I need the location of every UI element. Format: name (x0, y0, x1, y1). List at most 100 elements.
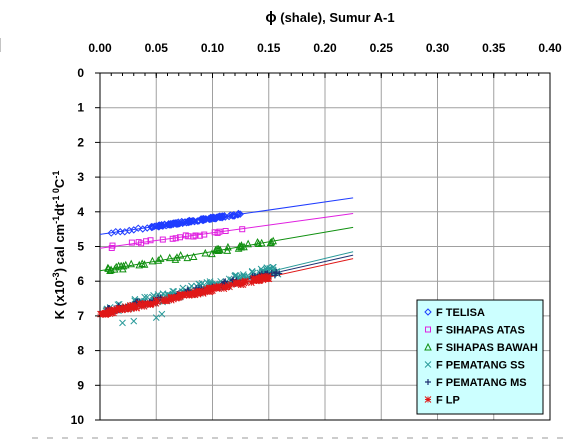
point-plus (425, 379, 431, 385)
ylabel-exp1: -3 (51, 272, 61, 280)
point-plus (273, 268, 280, 275)
point-diamond (215, 212, 224, 221)
point-triangle (148, 256, 157, 265)
point-square (128, 239, 135, 246)
point-plus (271, 272, 278, 279)
point-triangle (173, 253, 181, 261)
point-star (185, 292, 193, 299)
point-diamond (207, 215, 215, 223)
y-tick-label: 0 (77, 66, 84, 80)
point-square (192, 232, 199, 239)
point-triangle (267, 237, 276, 246)
point-star (118, 306, 126, 314)
point-x (119, 319, 126, 327)
x-tick-label: 0.00 (88, 41, 112, 55)
point-x (238, 273, 246, 281)
point-square (176, 234, 183, 241)
point-star (102, 309, 110, 317)
point-diamond (424, 308, 432, 316)
point-diamond (226, 211, 235, 219)
point-diamond (197, 215, 205, 223)
point-diamond (200, 215, 209, 224)
point-star (247, 279, 255, 287)
title-rest: (shale), Sumur A-1 (277, 10, 395, 25)
y-tick-label: 7 (77, 309, 84, 323)
legend-label: F SIHAPAS ATAS (436, 325, 525, 337)
point-star (183, 291, 191, 299)
data-points (97, 209, 283, 327)
point-triangle (240, 242, 248, 251)
x-tick-label: 0.30 (426, 41, 450, 55)
ylabel-mid2: dt (52, 203, 67, 216)
point-square (196, 232, 203, 239)
point-diamond (210, 213, 218, 222)
x-tick-label: 0.20 (313, 41, 337, 55)
ylabel-exp4: -1 (51, 171, 61, 179)
point-x (424, 361, 432, 368)
point-triangle (176, 251, 185, 259)
point-star (424, 396, 432, 403)
legend-items: F TELISA F SIHAPAS ATAS F SIHAPAS BAWAH F P… (424, 307, 538, 407)
legend-label: F PEMATANG MS (436, 377, 527, 389)
point-star (186, 290, 194, 297)
point-triangle (135, 260, 144, 269)
point-star (170, 295, 177, 303)
point-triangle (253, 237, 262, 246)
legend: F TELISA F SIHAPAS ATAS F SIHAPAS BAWAH F P… (416, 299, 544, 415)
point-triangle (244, 239, 252, 248)
point-triangle (119, 261, 128, 270)
point-star (129, 301, 136, 309)
point-star (176, 291, 183, 299)
point-diamond (189, 217, 198, 225)
point-triangle (257, 238, 266, 247)
series-points (107, 209, 244, 237)
point-star (259, 276, 267, 284)
point-triangle (211, 245, 220, 254)
point-star (106, 310, 114, 318)
series-points (97, 272, 273, 319)
point-star (139, 301, 146, 308)
point-diamond (202, 215, 210, 223)
point-star (110, 309, 117, 317)
point-diamond (167, 221, 175, 229)
point-triangle (208, 249, 216, 258)
ylabel-exp3: -1 0 (51, 188, 61, 204)
point-diamond (188, 217, 197, 225)
point-x (130, 317, 138, 325)
y-tick-label: 4 (77, 205, 84, 219)
point-star (222, 283, 230, 291)
point-star (205, 288, 212, 295)
legend-item: F SIHAPAS BAWAH (424, 342, 538, 354)
point-square (239, 226, 246, 233)
point-x (232, 272, 240, 279)
point-triangle (127, 259, 136, 268)
point-star (209, 285, 217, 293)
point-star (113, 306, 121, 313)
legend-item: F SIHAPAS ATAS (425, 325, 525, 337)
y-tick-label: 5 (77, 240, 84, 254)
title-symbol: ϕ (265, 9, 276, 26)
y-tick-label: 1 (77, 101, 84, 115)
chart-title: ϕ (shale), Sumur A-1 (265, 9, 394, 26)
point-star (208, 284, 215, 292)
y-tick-label: 8 (77, 344, 84, 358)
point-x (152, 314, 160, 321)
point-star (174, 294, 181, 302)
point-x (257, 265, 265, 273)
legend-item: F TELISA (424, 307, 485, 319)
point-diamond (152, 222, 160, 230)
point-star (110, 306, 118, 313)
legend-label: F TELISA (436, 307, 485, 319)
point-star (181, 290, 189, 298)
point-star (133, 304, 140, 312)
point-square (185, 233, 192, 240)
ylabel-base: K (x10 (52, 280, 67, 319)
point-triangle (104, 264, 113, 272)
point-square (172, 235, 179, 242)
point-star (189, 291, 197, 298)
point-x (248, 267, 256, 275)
legend-label: F PEMATANG SS (436, 360, 525, 372)
point-square (169, 235, 176, 242)
point-diamond (228, 212, 237, 220)
